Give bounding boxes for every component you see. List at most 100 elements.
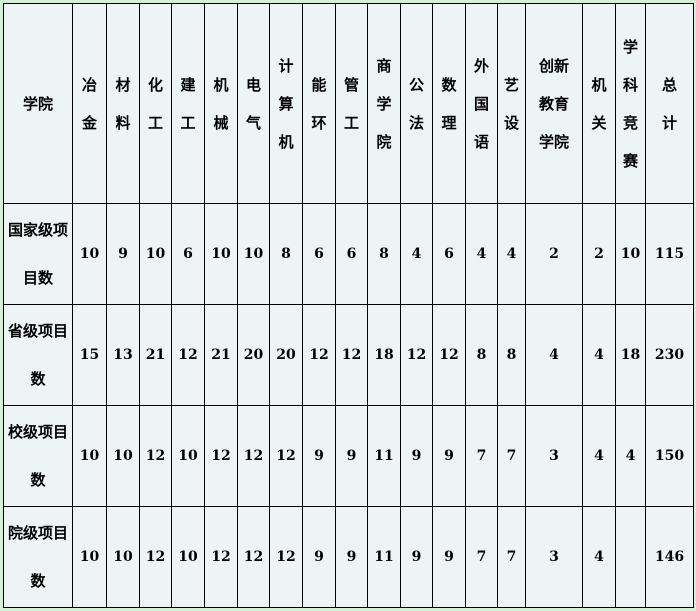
row-header-cell: 省级项目 数 — [3, 304, 73, 406]
data-cell: 12 — [400, 304, 433, 406]
data-cell: 18 — [367, 304, 401, 406]
data-cell: 9 — [302, 405, 336, 507]
data-cell: 12 — [335, 304, 368, 406]
data-cell: 8 — [269, 203, 303, 305]
corner-header-cell: 学院 — [3, 3, 73, 204]
data-cell: 12 — [139, 506, 172, 608]
data-cell: 10 — [106, 506, 140, 608]
data-cell: 12 — [302, 304, 336, 406]
data-cell: 9 — [106, 203, 140, 305]
column-header-cell: 电 气 — [237, 3, 270, 204]
data-cell: 4 — [582, 405, 616, 507]
column-header-cell: 材 料 — [106, 3, 140, 204]
data-cell: 6 — [302, 203, 336, 305]
data-cell: 12 — [139, 405, 172, 507]
data-cell: 9 — [302, 506, 336, 608]
data-cell: 10 — [204, 203, 238, 305]
data-cell: 7 — [497, 405, 526, 507]
data-cell: 10 — [171, 506, 205, 608]
data-cell: 18 — [615, 304, 646, 406]
data-cell: 6 — [432, 203, 466, 305]
column-header-cell: 化 工 — [139, 3, 172, 204]
data-cell: 12 — [269, 405, 303, 507]
data-cell: 3 — [525, 506, 583, 608]
column-header-cell: 管 工 — [335, 3, 368, 204]
data-cell: 4 — [615, 405, 646, 507]
data-cell: 12 — [204, 405, 238, 507]
data-cell: 9 — [400, 506, 433, 608]
column-header-cell: 外 国 语 — [465, 3, 498, 204]
data-cell: 12 — [432, 304, 466, 406]
column-header-cell: 建 工 — [171, 3, 205, 204]
data-cell: 146 — [645, 506, 694, 608]
column-header-cell: 能 环 — [302, 3, 336, 204]
column-header-cell: 计 算 机 — [269, 3, 303, 204]
data-cell: 11 — [367, 506, 401, 608]
data-cell: 4 — [400, 203, 433, 305]
data-cell: 9 — [400, 405, 433, 507]
column-header-cell: 冶 金 — [72, 3, 107, 204]
table-row: 国家级项 目数 10 9 10 6 10 10 8 6 6 8 4 6 4 4 2 2 10 115 — [3, 203, 694, 305]
data-cell: 10 — [615, 203, 646, 305]
data-cell: 4 — [497, 203, 526, 305]
data-cell: 21 — [204, 304, 238, 406]
data-cell: 20 — [237, 304, 270, 406]
data-cell: 10 — [139, 203, 172, 305]
data-cell: 9 — [335, 506, 368, 608]
header-row: 学院冶 金材 料化 工建 工机 械电 气计 算 机能 环管 工商 学 院公 法数… — [3, 3, 694, 204]
data-cell: 7 — [497, 506, 526, 608]
data-cell: 9 — [432, 405, 466, 507]
column-header-cell: 机 械 — [204, 3, 238, 204]
data-cell: 4 — [582, 304, 616, 406]
data-cell: 10 — [171, 405, 205, 507]
column-header-cell: 数 理 — [432, 3, 466, 204]
data-cell: 2 — [525, 203, 583, 305]
data-cell: 12 — [237, 405, 270, 507]
data-cell: 4 — [525, 304, 583, 406]
table-row: 校级项目 数 10 10 12 10 12 12 12 9 9 11 9 9 7 7 3 4 4 150 — [3, 405, 694, 507]
data-cell: 10 — [237, 203, 270, 305]
data-cell: 10 — [72, 203, 107, 305]
table-row: 院级项目 数 10 10 12 10 12 12 12 9 9 11 9 9 7 7 3 4 146 — [3, 506, 694, 608]
data-cell: 6 — [335, 203, 368, 305]
data-cell: 20 — [269, 304, 303, 406]
data-cell: 115 — [645, 203, 694, 305]
data-cell: 12 — [204, 506, 238, 608]
data-cell: 150 — [645, 405, 694, 507]
data-cell: 8 — [497, 304, 526, 406]
data-cell: 9 — [432, 506, 466, 608]
column-header-cell: 总 计 — [645, 3, 694, 204]
column-header-cell: 机 关 — [582, 3, 616, 204]
row-header-cell: 国家级项 目数 — [3, 203, 73, 305]
column-header-cell: 艺 设 — [497, 3, 526, 204]
table-row: 省级项目 数 15 13 21 12 21 20 20 12 12 18 12 12 8 8 4 4 18 230 — [3, 304, 694, 406]
data-cell: 2 — [582, 203, 616, 305]
data-cell: 12 — [237, 506, 270, 608]
data-cell: 7 — [465, 506, 498, 608]
data-cell: 9 — [335, 405, 368, 507]
data-cell: 7 — [465, 405, 498, 507]
data-cell: 3 — [525, 405, 583, 507]
data-cell: 12 — [269, 506, 303, 608]
column-header-cell: 学 科 竞 赛 — [615, 3, 646, 204]
data-cell: 230 — [645, 304, 694, 406]
row-header-cell: 校级项目 数 — [3, 405, 73, 507]
column-header-cell: 创新 教育 学院 — [525, 3, 583, 204]
data-cell: 11 — [367, 405, 401, 507]
data-cell: 10 — [72, 405, 107, 507]
data-cell: 8 — [465, 304, 498, 406]
data-cell: 13 — [106, 304, 140, 406]
column-header-cell: 公 法 — [400, 3, 433, 204]
data-cell — [615, 506, 646, 608]
data-cell: 8 — [367, 203, 401, 305]
row-header-cell: 院级项目 数 — [3, 506, 73, 608]
column-header-cell: 商 学 院 — [367, 3, 401, 204]
data-cell: 15 — [72, 304, 107, 406]
data-cell: 10 — [72, 506, 107, 608]
project-count-table: 学院冶 金材 料化 工建 工机 械电 气计 算 机能 环管 工商 学 院公 法数… — [3, 3, 694, 608]
data-cell: 21 — [139, 304, 172, 406]
data-cell: 4 — [582, 506, 616, 608]
data-cell: 12 — [171, 304, 205, 406]
data-cell: 10 — [106, 405, 140, 507]
data-cell: 4 — [465, 203, 498, 305]
